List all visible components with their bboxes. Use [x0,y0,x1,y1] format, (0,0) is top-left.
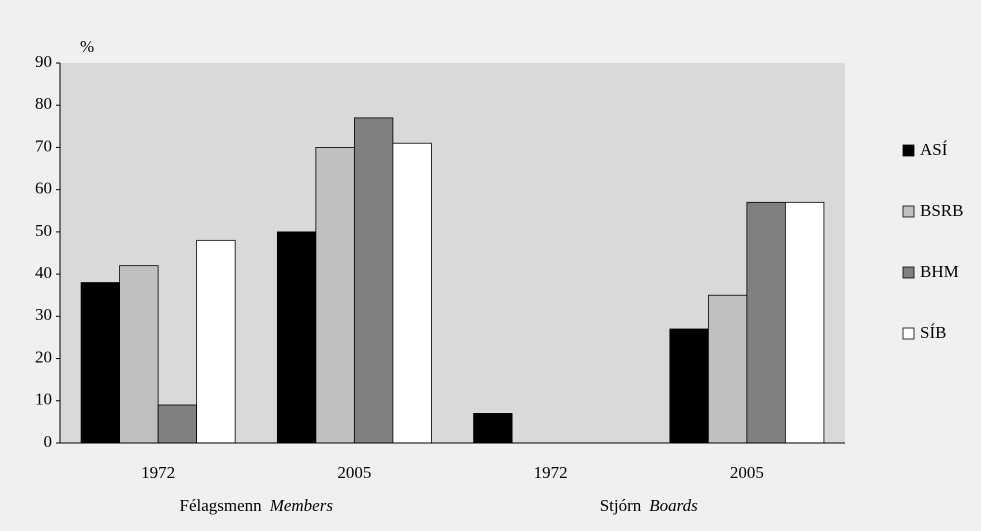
bar [707,294,748,444]
legend-label: SÍB [920,323,946,342]
legend-swatch [902,266,915,279]
bar [196,239,236,444]
y-tick-label: 40 [35,263,52,282]
x-tick-label: 2005 [730,463,764,482]
y-tick-label: 0 [44,432,53,451]
bar [276,231,317,444]
bar [473,413,513,444]
y-tick-label: 60 [35,179,52,198]
y-tick-label: 20 [35,347,52,366]
x-tick-label: 2005 [337,463,371,482]
x-tick-label: 1972 [141,463,175,482]
bar [392,142,432,444]
x-tick-label: 1972 [534,463,568,482]
bar [669,328,709,444]
y-tick-label: 80 [35,94,52,113]
group-label-english: Boards [649,496,698,515]
legend-swatch [902,205,915,218]
y-tick-label: 50 [35,221,52,240]
bar [119,265,159,444]
group-label-local: Félagsmenn [180,496,263,515]
group-label: Stjórn Boards [600,496,698,515]
bar [157,404,198,444]
group-label-english: Members [269,496,334,515]
bar [353,117,394,444]
bar [784,201,825,444]
bar [80,282,121,444]
y-tick-label: 70 [35,136,52,155]
legend-swatch [902,327,915,340]
y-tick-label: 90 [35,52,52,71]
y-axis-label: % [80,37,94,56]
bar [746,201,786,444]
group-label-local: Stjórn [600,496,642,515]
y-tick-label: 30 [35,305,52,324]
bar [315,147,355,444]
legend-label: BSRB [920,201,963,220]
legend-label: BHM [920,262,959,281]
legend-label: ASÍ [920,140,948,159]
group-label: Félagsmenn Members [180,496,334,515]
legend-swatch [902,144,915,157]
y-tick-label: 10 [35,390,52,409]
